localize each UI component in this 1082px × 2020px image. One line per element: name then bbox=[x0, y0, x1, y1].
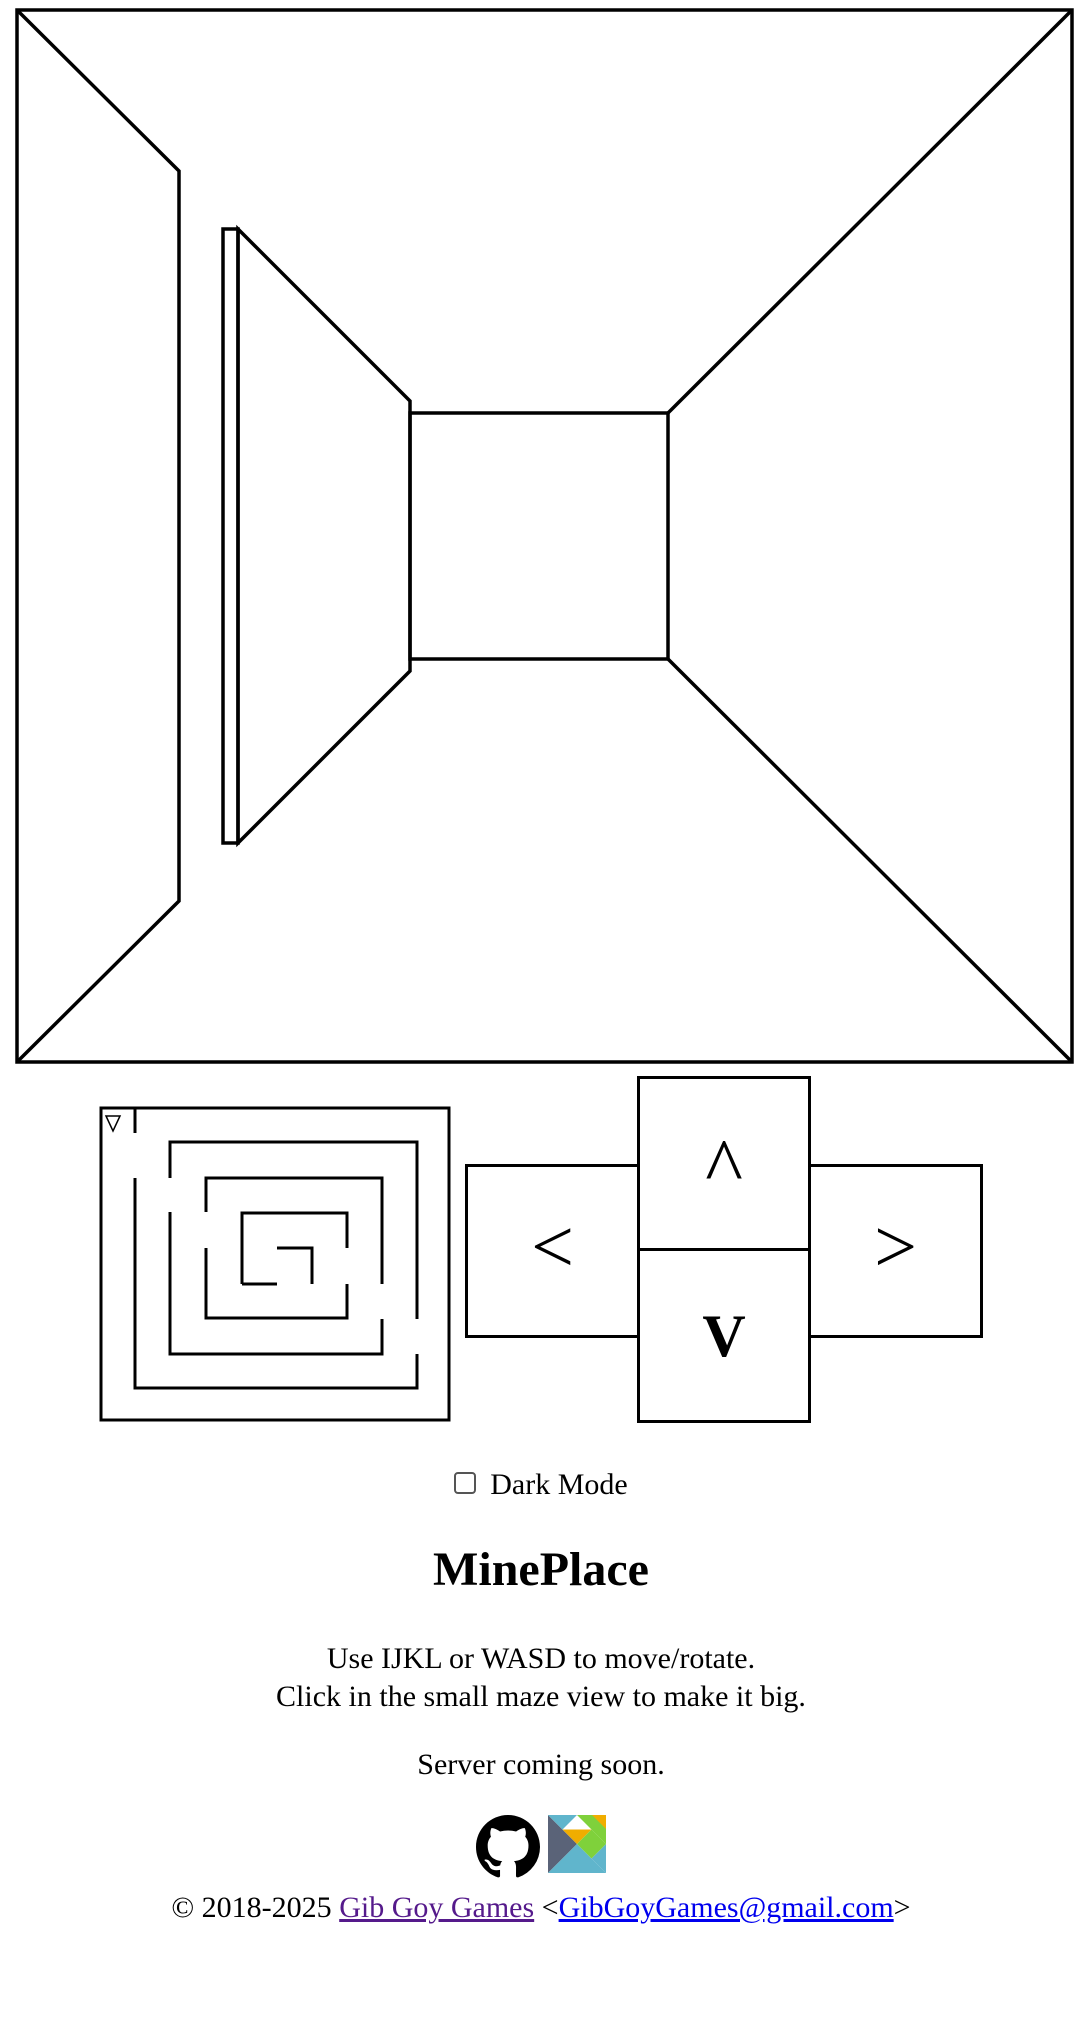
server-note: Server coming soon. bbox=[417, 1748, 665, 1781]
company-link[interactable]: Gib Goy Games bbox=[339, 1891, 535, 1924]
elm-shape bbox=[548, 1844, 606, 1873]
left-side-wall bbox=[236, 224, 412, 848]
dark-mode-label: Dark Mode bbox=[490, 1468, 628, 1501]
dark-mode-toggle[interactable]: Dark Mode bbox=[0, 1468, 1082, 1502]
near-left-wall bbox=[15, 8, 181, 1064]
maze-3d-view bbox=[15, 8, 1074, 1064]
minimap-wall bbox=[240, 1211, 349, 1284]
elm-shape bbox=[577, 1829, 606, 1859]
instructions-line-2: Click in the small maze view to make it … bbox=[276, 1680, 806, 1713]
minimap-border bbox=[99, 1106, 451, 1422]
turn-left-button[interactable]: < bbox=[465, 1164, 640, 1338]
move-forward-label: ^ bbox=[705, 1123, 743, 1212]
elm-shape bbox=[548, 1815, 577, 1830]
move-backward-label: V bbox=[702, 1302, 746, 1369]
left-wall-edge bbox=[221, 227, 240, 845]
player-marker-icon bbox=[104, 1115, 122, 1133]
email-close-bracket: > bbox=[893, 1891, 911, 1924]
elm-shape bbox=[592, 1815, 606, 1829]
right-wall-top-edge bbox=[666, 8, 1074, 415]
far-wall bbox=[408, 411, 670, 661]
copyright-text: © 2018-2025 bbox=[171, 1891, 332, 1924]
right-wall-bottom-edge bbox=[666, 657, 1074, 1064]
elm-shape bbox=[548, 1815, 577, 1873]
move-forward-button[interactable]: ^ bbox=[637, 1076, 811, 1251]
instructions-line-1: Use IJKL or WASD to move/rotate. bbox=[326, 1642, 756, 1675]
elm-shape bbox=[562, 1829, 592, 1844]
minimap-wall bbox=[168, 1140, 419, 1319]
github-icon[interactable] bbox=[476, 1815, 540, 1879]
turn-left-label: < bbox=[531, 1205, 574, 1289]
elm-shape bbox=[591, 1844, 606, 1873]
elm-icon[interactable] bbox=[548, 1815, 606, 1873]
dark-mode-checkbox[interactable] bbox=[454, 1472, 477, 1494]
footer: © 2018-2025 Gib Goy Games <GibGoyGames@g… bbox=[0, 1889, 1082, 1927]
turn-right-button[interactable]: > bbox=[808, 1164, 983, 1338]
turn-right-label: > bbox=[874, 1205, 917, 1289]
minimap-wall bbox=[133, 1178, 419, 1390]
icon-links bbox=[0, 1815, 1082, 1879]
email-open-bracket: < bbox=[541, 1891, 559, 1924]
view-frame bbox=[15, 8, 1074, 1064]
email-link[interactable]: GibGoyGames@gmail.com bbox=[558, 1891, 894, 1924]
minimap-wall bbox=[204, 1176, 384, 1284]
move-backward-button[interactable]: V bbox=[637, 1248, 811, 1423]
minimap-wall bbox=[204, 1248, 349, 1320]
minimap[interactable] bbox=[99, 1106, 452, 1423]
minimap-wall bbox=[277, 1246, 314, 1284]
page-title: MinePlace bbox=[433, 1543, 649, 1596]
minimap-wall bbox=[168, 1212, 384, 1356]
instructions: Use IJKL or WASD to move/rotate. Click i… bbox=[0, 1640, 1082, 1716]
